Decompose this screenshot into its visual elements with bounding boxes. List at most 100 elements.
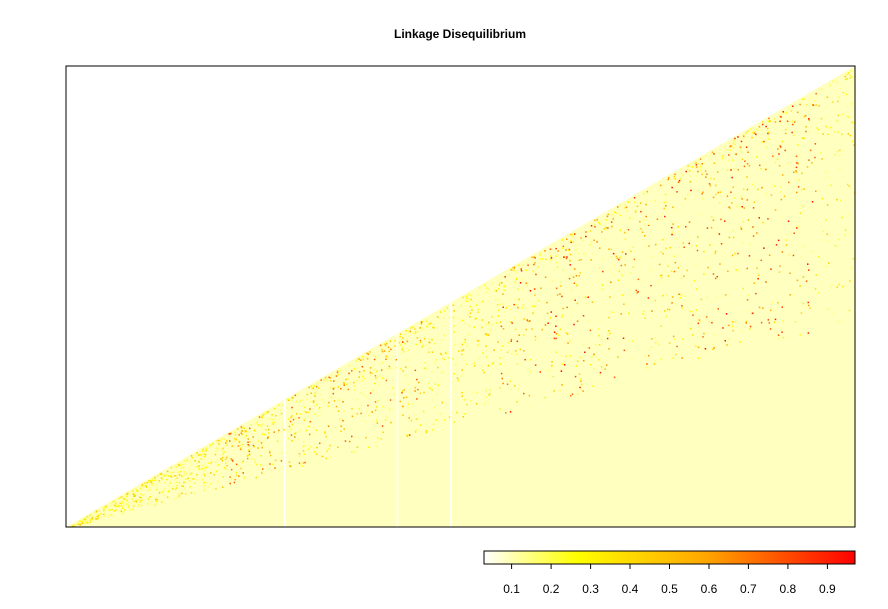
ld-cell [644, 235, 646, 237]
ld-cell [681, 307, 683, 309]
ld-cell [751, 312, 754, 315]
ld-cell [695, 166, 698, 168]
ld-cell [845, 78, 847, 80]
ld-cell [437, 366, 439, 369]
ld-cell [679, 178, 682, 180]
ld-cell [313, 413, 316, 415]
ld-cell [466, 345, 468, 347]
ld-cell [838, 238, 840, 241]
ld-cell [235, 471, 238, 474]
ld-cell [177, 471, 180, 473]
ld-cell [680, 277, 683, 280]
ld-cell [718, 244, 721, 246]
ld-cell [180, 470, 182, 473]
ld-cell [440, 413, 442, 415]
ld-cell [122, 513, 124, 515]
ld-cell [339, 418, 341, 420]
ld-cell [453, 343, 456, 346]
ld-cell [204, 454, 207, 456]
ld-cell [419, 327, 421, 329]
ld-cell [235, 438, 237, 441]
ld-cell [802, 204, 804, 207]
ld-cell [641, 231, 644, 233]
missing-value-column [396, 333, 399, 527]
ld-cell [268, 432, 270, 434]
ld-cell [124, 509, 126, 511]
ld-cell [198, 460, 200, 463]
ld-cell [491, 362, 494, 365]
ld-cell [588, 347, 591, 349]
ld-cell [702, 191, 704, 193]
ld-cell [569, 354, 571, 357]
ld-cell [231, 445, 233, 447]
ld-cell [793, 232, 795, 234]
ld-cell [501, 345, 504, 347]
ld-cell [375, 419, 378, 422]
ld-cell [782, 174, 784, 176]
ld-cell [756, 232, 758, 234]
ld-cell [775, 244, 778, 246]
ld-cell [320, 379, 322, 381]
ld-cell [825, 219, 827, 221]
ld-cell [596, 219, 598, 221]
ld-cell [176, 481, 178, 483]
ld-cell [600, 366, 603, 368]
ld-cell [400, 367, 402, 370]
ld-cell [135, 494, 138, 496]
ld-cell [614, 327, 616, 330]
ld-cell [242, 425, 244, 428]
ld-cell [661, 219, 663, 221]
ld-cell [237, 428, 239, 430]
ld-cell [456, 411, 458, 414]
ld-cell [621, 251, 624, 253]
ld-cell [291, 397, 293, 399]
ld-cell [697, 213, 700, 215]
ld-cell [742, 242, 744, 244]
ld-cell [367, 352, 369, 355]
ld-cell [719, 263, 721, 265]
ld-cell [664, 258, 667, 261]
ld-cell [510, 268, 512, 271]
ld-cell [522, 334, 525, 336]
ld-cell [832, 80, 834, 83]
ld-cell [752, 235, 755, 237]
ld-cell [381, 350, 384, 353]
ld-cell [141, 484, 144, 486]
ld-cell [749, 227, 751, 229]
ld-cell [655, 322, 657, 325]
ld-cell [755, 128, 758, 130]
ld-cell [438, 317, 440, 319]
ld-cell [360, 412, 362, 415]
ld-cell [375, 377, 377, 379]
ld-cell [185, 481, 187, 484]
ld-cell [304, 417, 307, 419]
ld-cell [693, 162, 695, 164]
ld-cell [376, 370, 378, 373]
ld-cell [715, 184, 717, 187]
ld-cell [287, 399, 290, 401]
ld-cell [811, 201, 814, 203]
ld-cell [261, 426, 263, 428]
ld-cell [626, 207, 628, 209]
ld-cell [701, 163, 703, 165]
ld-cell [120, 504, 123, 507]
ld-cell [215, 447, 217, 449]
ld-cell [178, 481, 181, 484]
ld-cell [734, 252, 736, 255]
ld-cell [512, 268, 514, 270]
ld-cell [425, 430, 427, 432]
ld-cell [487, 364, 490, 367]
ld-cell [703, 273, 705, 275]
ld-cell [133, 495, 135, 497]
ld-cell [697, 163, 699, 165]
ld-cell [513, 266, 516, 268]
ld-cell [150, 481, 152, 483]
ld-cell [792, 123, 794, 126]
ld-cell [739, 146, 742, 148]
ld-cell [737, 169, 740, 171]
ld-cell [104, 508, 106, 510]
ld-cell [111, 515, 113, 517]
ld-cell [673, 175, 675, 178]
ld-cell [795, 166, 798, 169]
